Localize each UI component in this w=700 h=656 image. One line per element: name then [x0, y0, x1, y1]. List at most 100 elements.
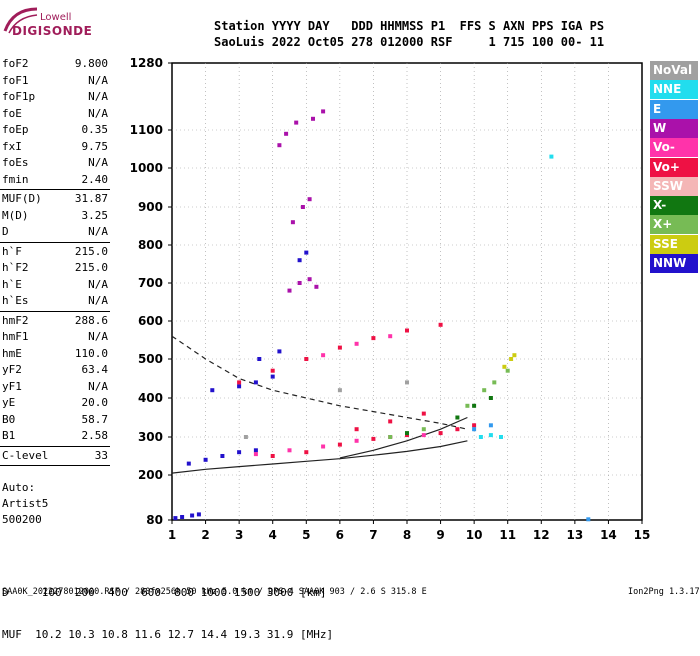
param-value: 2.58	[81, 429, 109, 442]
echo-point-nnw	[237, 450, 242, 455]
y-tick-label: 900	[138, 200, 163, 214]
x-tick-label: 4	[269, 528, 277, 542]
echo-point-nnw	[304, 250, 309, 255]
param-label: h`Es	[2, 294, 29, 307]
param-label: foF1p	[2, 90, 36, 103]
artist-line-2: Artist5	[2, 497, 49, 510]
param-value: N/A	[88, 294, 108, 307]
echo-point-vo-	[253, 452, 258, 457]
echo-point-e	[586, 517, 591, 522]
echo-point-nnw	[277, 349, 282, 354]
parameter-panel: foF2 9.800 foF1 N/A foF1p N/A foE N/A foEp 0.35 fx…	[0, 56, 112, 467]
echo-point-vo-	[237, 380, 242, 385]
echo-point-w	[321, 109, 326, 114]
echo-point-nnw	[253, 448, 258, 453]
param-value: 33	[94, 448, 108, 462]
param-value: N/A	[88, 73, 108, 87]
y-tick-label: 300	[138, 430, 163, 444]
echo-point-sse	[509, 357, 514, 361]
x-tick-label: 11	[499, 528, 516, 542]
echo-point-vo-	[455, 427, 460, 432]
param-separator	[0, 241, 110, 243]
echo-point-w	[277, 143, 282, 148]
echo-point-nnw	[196, 512, 201, 517]
artist-line-3: 500200	[2, 513, 42, 526]
profile-curve	[171, 440, 468, 474]
param-row: foE N/A	[0, 106, 112, 123]
artist-info: Auto: Artist5 500200	[2, 480, 48, 528]
echo-point-vo-	[354, 341, 359, 346]
param-row: foF2 9.800	[0, 56, 112, 73]
echo-point-vo-	[388, 419, 393, 424]
echo-point-nnw	[237, 384, 242, 389]
param-label: yF2	[2, 363, 22, 376]
param-value: 215.0	[74, 244, 108, 258]
logo-product: DIGISONDE	[12, 24, 93, 38]
param-row: C-level 33	[0, 448, 112, 465]
echo-point-sse	[512, 353, 517, 358]
echo-point-nnw	[210, 388, 215, 393]
echo-point-vo-	[337, 345, 342, 350]
y-tick-label: 1000	[130, 161, 163, 175]
echo-point-x-	[482, 388, 487, 393]
legend-item-x-: X-	[650, 196, 698, 216]
logo-swoosh-icon	[3, 7, 38, 34]
echo-point-x-	[492, 380, 497, 385]
param-row: yE 20.0	[0, 395, 112, 412]
echo-point-vo-	[438, 322, 443, 327]
param-separator	[0, 189, 110, 190]
echo-point-nnw	[253, 380, 258, 385]
echo-point-nnw	[297, 258, 302, 263]
param-row: M(D) 3.25	[0, 208, 112, 225]
logo-brand: Lowell	[40, 12, 72, 23]
echo-point-w	[300, 205, 305, 209]
x-tick-label: 8	[403, 528, 411, 542]
echo-point-nne	[549, 154, 554, 159]
y-tick-label: 1100	[130, 123, 163, 137]
y-tick-label: 600	[138, 314, 163, 328]
param-value: 288.6	[74, 313, 108, 327]
param-label: hmE	[2, 346, 22, 360]
echo-point-x-	[455, 415, 460, 420]
echo-point-vo-	[388, 334, 393, 339]
echo-point-noval	[337, 388, 342, 393]
echo-point-nnw	[257, 357, 262, 361]
x-tick-label: 15	[634, 528, 651, 542]
param-label: B0	[2, 412, 16, 426]
param-row: h`F 215.0	[0, 244, 112, 261]
y-tick-label: 400	[138, 391, 163, 405]
x-tick-label: 9	[436, 528, 444, 542]
echo-point-w	[311, 116, 315, 121]
y-tick-label: 500	[138, 352, 163, 366]
param-label: foF2	[2, 57, 29, 70]
echo-point-w	[294, 120, 299, 125]
param-value: 3.25	[81, 208, 109, 222]
muf-table-distance-row: D 100 200 400 600 800 1000 1500 3000 [km…	[2, 586, 327, 599]
param-value: N/A	[88, 379, 108, 393]
y-tick-label: 800	[138, 238, 163, 252]
echo-point-nnw	[186, 461, 191, 466]
echo-point-nne	[488, 433, 493, 438]
param-separator	[0, 310, 110, 312]
legend-item-w: W	[650, 118, 698, 138]
x-tick-label: 7	[369, 528, 377, 542]
echo-point-x-	[505, 368, 510, 373]
version-label: Ion2Png 1.3.17	[628, 587, 700, 597]
param-value: N/A	[88, 90, 108, 103]
param-row: B1 2.58	[0, 428, 112, 445]
legend-item-x-: X+	[650, 215, 698, 235]
echo-point-vo-	[472, 423, 477, 428]
param-row: h`Es N/A	[0, 293, 112, 310]
param-row: yF1 N/A	[0, 379, 112, 396]
echo-point-w	[307, 277, 312, 282]
param-value: 2.40	[81, 172, 109, 186]
param-row: B0 58.7	[0, 412, 112, 429]
param-label: h`F2	[2, 261, 29, 274]
y-tick-label: 200	[138, 468, 163, 482]
param-row: foF1p N/A	[0, 89, 112, 106]
echo-point-vo-	[337, 442, 342, 447]
param-label: M(D)	[2, 208, 29, 222]
param-label: fxI	[2, 139, 22, 153]
echo-point-nnw	[220, 454, 225, 458]
y-tick-label: 700	[138, 276, 163, 290]
